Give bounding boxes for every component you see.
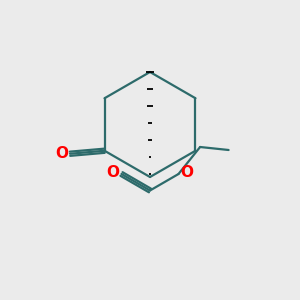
Text: O: O bbox=[106, 165, 120, 180]
Text: O: O bbox=[55, 146, 68, 161]
Text: O: O bbox=[180, 165, 194, 180]
